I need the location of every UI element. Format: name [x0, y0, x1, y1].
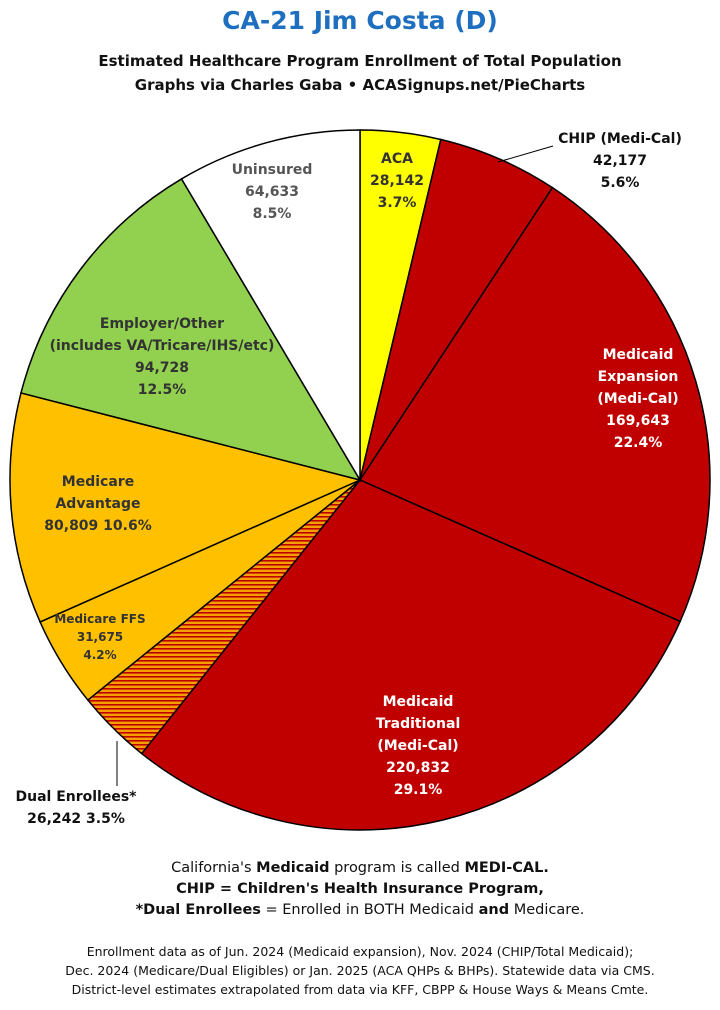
slice-label-uninsured: Uninsured 64,633 8.5%: [232, 162, 313, 222]
slice-label-aca: ACA 28,142 3.7%: [370, 151, 424, 211]
pie-slice-uninsured: [180, 129, 361, 483]
notes-line-2: CHIP = Children's Health Insurance Progr…: [176, 881, 544, 897]
slice-label-dual-enrollees: Dual Enrollees* 26,242 3.5%: [15, 789, 137, 827]
pie-slice-medicaid-expansion: [358, 186, 711, 623]
slice-labels: ACA 28,142 3.7% CHIP (Medi-Cal) 42,177 5.6% Me…: [15, 131, 681, 827]
footnote-line: District-level estimates extrapolated fr…: [71, 982, 649, 997]
slice-label-medicare-ffs: Medicare FFS 31,675 4.2%: [54, 612, 145, 662]
leader-line-chip: [497, 145, 554, 163]
pie-chart: ACA 28,142 3.7% CHIP (Medi-Cal) 42,177 5.6% Me…: [9, 129, 711, 831]
pie-slice-medicaid-traditional: [140, 479, 682, 831]
notes-line-3: *Dual Enrollees = Enrolled in BOTH Medic…: [135, 902, 585, 918]
footnote-line: Dec. 2024 (Medicare/Dual Eligibles) or J…: [65, 963, 655, 978]
pie-slice-medicare-advantage: [9, 392, 363, 623]
leader-lines: [116, 145, 554, 786]
slice-label-medicaid-traditional: Medicaid Traditional (Medi-Cal) 220,832 29.1…: [376, 694, 461, 798]
notes: California's Medicaid program is called …: [0, 858, 720, 921]
chart-title: CA-21 Jim Costa (D): [222, 6, 498, 35]
pie-slice-employer-other: [20, 177, 362, 482]
chart-subtitle-line-2: Graphs via Charles Gaba • ACASignups.net…: [134, 76, 586, 94]
slice-label-medicare-advantage: Medicare Advantage 80,809 10.6%: [44, 474, 151, 534]
chart-subtitle-line-1: Estimated Healthcare Program Enrollment …: [98, 52, 622, 70]
notes-line-1: California's Medicaid program is called …: [171, 860, 549, 876]
footnote-line: Enrollment data as of Jun. 2024 (Medicai…: [86, 944, 634, 959]
slice-label-medicaid-expansion: Medicaid Expansion (Medi-Cal) 169,643 22.4%: [597, 347, 678, 451]
footnotes: Enrollment data as of Jun. 2024 (Medicai…: [0, 942, 720, 999]
slice-label-employer-other: Employer/Other (includes VA/Tricare/IHS/e…: [50, 316, 275, 398]
pie-slices: [9, 129, 711, 831]
slice-label-chip: CHIP (Medi-Cal) 42,177 5.6%: [558, 131, 682, 191]
